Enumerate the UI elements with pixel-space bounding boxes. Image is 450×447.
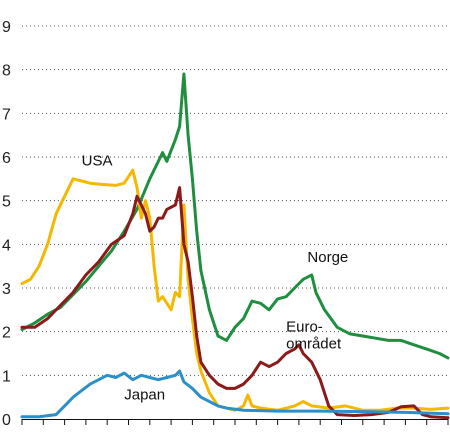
series-line-usa xyxy=(20,168,450,412)
annotation-japan: Japan xyxy=(124,386,165,403)
y-tick-label-5: 5 xyxy=(2,194,11,211)
series-annotations: USA Norge Euro-området Japan xyxy=(82,153,349,404)
y-tick-label-0: 0 xyxy=(2,412,11,429)
y-tick-label-9: 9 xyxy=(2,19,11,36)
y-tick-label-6: 6 xyxy=(2,150,11,167)
y-tick-label-1: 1 xyxy=(2,368,11,385)
y-tick-label-7: 7 xyxy=(2,106,11,123)
y-tick-label-8: 8 xyxy=(2,63,11,80)
annotation-euro-line2: området xyxy=(286,336,342,353)
y-axis-ticks: 0 1 2 3 4 5 6 7 8 9 xyxy=(2,19,11,429)
series-line-euroomrdet xyxy=(20,186,450,420)
x-axis-tick-marks xyxy=(21,419,449,425)
annotation-norge: Norge xyxy=(307,249,348,266)
y-tick-label-3: 3 xyxy=(2,281,11,298)
series-lines xyxy=(20,72,450,420)
y-tick-label-2: 2 xyxy=(2,325,11,342)
series-line-japan xyxy=(20,369,450,419)
y-tick-label-4: 4 xyxy=(2,237,11,254)
series-line-norge xyxy=(20,72,450,360)
annotation-usa: USA xyxy=(82,153,113,170)
annotation-euro: Euro- xyxy=(286,319,323,336)
grid-lines xyxy=(22,25,448,376)
